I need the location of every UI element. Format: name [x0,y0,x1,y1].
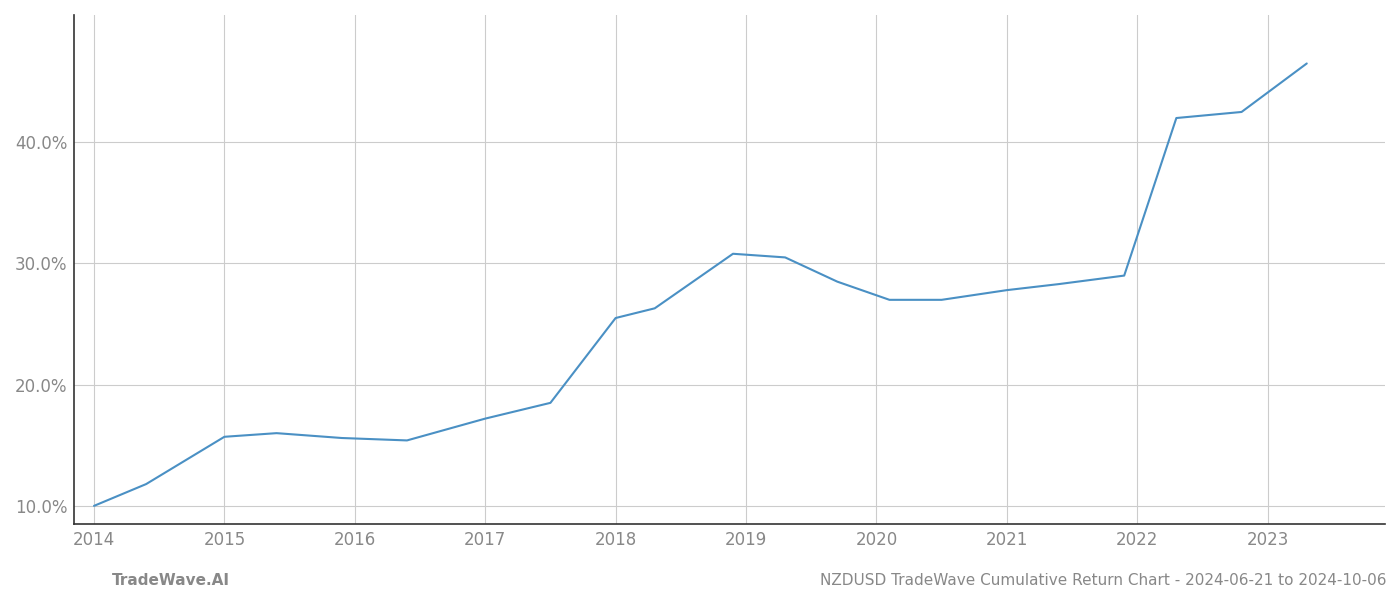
Text: TradeWave.AI: TradeWave.AI [112,573,230,588]
Text: NZDUSD TradeWave Cumulative Return Chart - 2024-06-21 to 2024-10-06: NZDUSD TradeWave Cumulative Return Chart… [819,573,1386,588]
